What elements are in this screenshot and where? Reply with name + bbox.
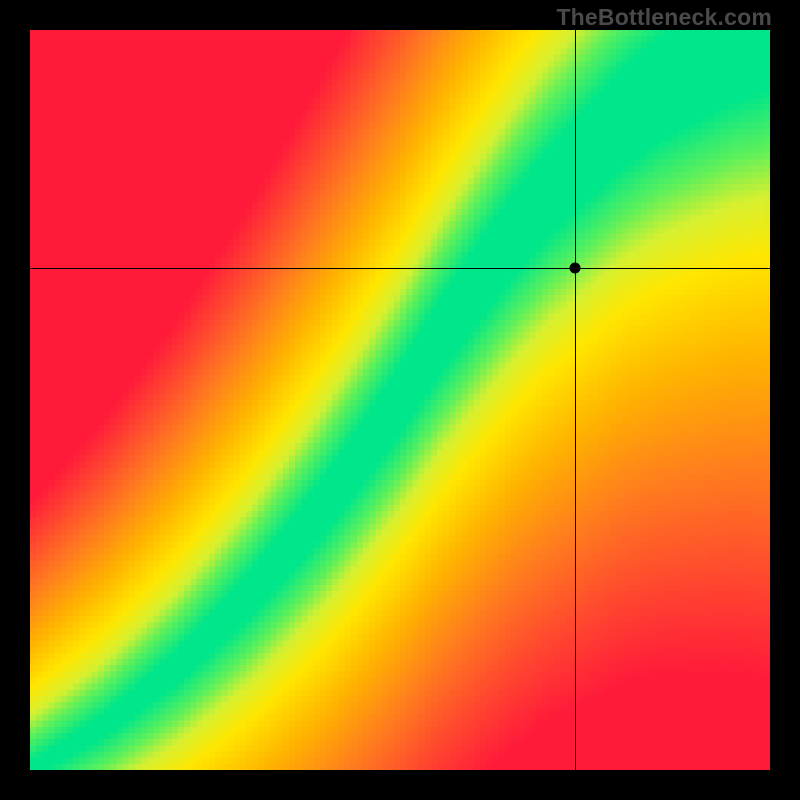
marker-dot (570, 262, 581, 273)
heatmap-canvas (30, 30, 770, 770)
crosshair-horizontal (30, 268, 770, 269)
crosshair-vertical (575, 30, 576, 770)
frame: TheBottleneck.com (0, 0, 800, 800)
plot-area (30, 30, 770, 770)
watermark: TheBottleneck.com (556, 4, 772, 31)
